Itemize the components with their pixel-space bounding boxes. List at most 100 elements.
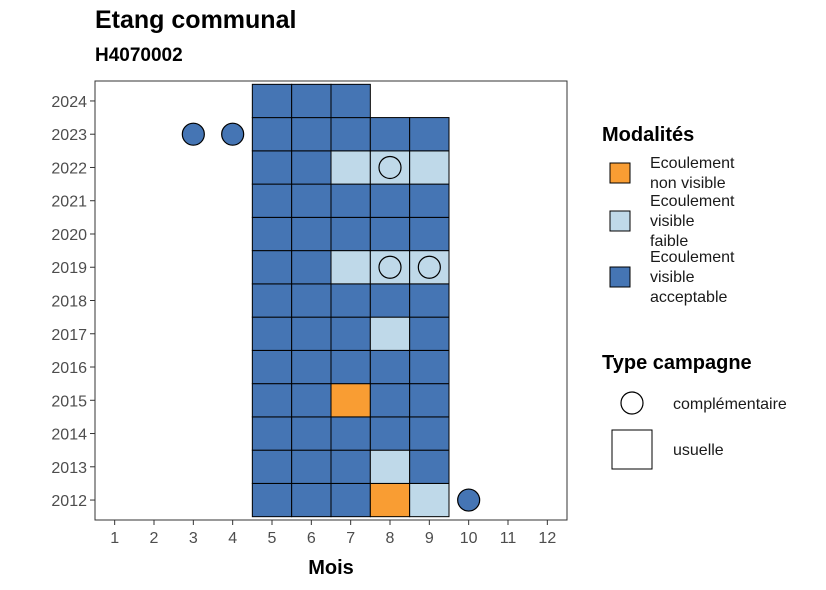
cell-2015-6	[291, 383, 332, 418]
cell-2020-5	[251, 216, 293, 252]
y-tick-label-2017: 2017	[51, 327, 87, 344]
plot-panel	[94, 80, 568, 521]
x-tick-label-8: 8	[386, 530, 395, 547]
cell-2019-6	[291, 250, 332, 285]
cell-2021-7	[330, 183, 371, 218]
x-tick-label-9: 9	[425, 530, 434, 547]
y-tick-label-2013: 2013	[51, 460, 87, 477]
cell-2023-6	[291, 117, 332, 152]
cell-2013-7	[330, 449, 371, 484]
cell-2014-9	[409, 416, 450, 451]
cell-2017-9	[409, 316, 450, 351]
point-2012-10	[457, 488, 481, 512]
cell-2015-9	[409, 383, 450, 418]
cell-2024-5	[251, 83, 293, 119]
cell-2014-5	[251, 416, 293, 451]
cell-2018-7	[330, 283, 371, 318]
y-tick-label-2018: 2018	[51, 294, 87, 311]
legend-key-ecoulement-non-visible	[609, 162, 631, 184]
cell-2013-9	[409, 449, 450, 484]
cell-2016-6	[291, 349, 332, 385]
cell-2016-9	[409, 349, 450, 385]
cell-2021-9	[409, 183, 450, 218]
cell-2013-6	[291, 449, 332, 484]
x-tick-label-2: 2	[150, 530, 159, 547]
cell-2020-6	[291, 216, 332, 252]
legend-title-type-campagne: Type campagne	[602, 352, 752, 374]
legend-label-ecoulement-visible-acceptable: Ecoulement visible acceptable	[650, 249, 735, 306]
cell-2020-8	[369, 216, 411, 252]
y-tick-label-2016: 2016	[51, 360, 87, 377]
cell-2016-7	[330, 349, 371, 385]
chart-subtitle: H4070002	[95, 45, 183, 66]
x-tick-label-11: 11	[500, 530, 517, 547]
legend-label-line: visible	[650, 269, 695, 286]
point-2022-8	[378, 155, 402, 180]
cell-2017-5	[251, 316, 293, 351]
legend-key-complementaire	[620, 391, 644, 415]
cell-2020-9	[409, 216, 450, 252]
cell-2016-5	[251, 349, 293, 385]
point-2023-4	[221, 122, 245, 146]
cell-2014-6	[291, 416, 332, 451]
cell-2023-7	[330, 117, 371, 152]
x-tick-label-1: 1	[110, 530, 119, 547]
x-tick-label-4: 4	[228, 530, 237, 547]
cell-2021-5	[251, 183, 293, 218]
legend-label-line: non visible	[650, 175, 726, 192]
cell-2022-9	[409, 150, 450, 185]
cell-2012-5	[251, 482, 293, 518]
cell-2019-7	[330, 250, 371, 285]
cell-2012-7	[330, 482, 371, 518]
legend-label-usuelle: usuelle	[673, 442, 724, 459]
x-tick-label-7: 7	[346, 530, 355, 547]
x-tick-label-6: 6	[307, 530, 316, 547]
y-tick-label-2024: 2024	[51, 94, 87, 111]
cell-2017-7	[330, 316, 371, 351]
cell-2017-6	[291, 316, 332, 351]
y-tick-label-2022: 2022	[51, 160, 87, 177]
cell-2021-8	[369, 183, 411, 218]
x-tick-label-5: 5	[268, 530, 277, 547]
cell-2016-8	[369, 349, 411, 385]
cell-2024-6	[291, 83, 332, 119]
legend-title-modalites: Modalités	[602, 124, 694, 146]
point-2019-8	[378, 255, 402, 279]
y-tick-label-2023: 2023	[51, 127, 87, 144]
legend-label-line: Ecoulement	[650, 249, 735, 266]
legend-key-usuelle	[611, 429, 653, 470]
legend-label-line: Ecoulement	[650, 193, 735, 210]
legend-key-ecoulement-visible-faible	[609, 210, 631, 232]
cell-2023-8	[369, 117, 411, 152]
cell-2018-8	[369, 283, 411, 318]
cell-2019-5	[251, 250, 293, 285]
y-tick-label-2012: 2012	[51, 493, 87, 510]
x-axis: 1 2 3 4 5 6 7 8 9 10 11 12	[110, 520, 556, 547]
point-2023-3	[181, 122, 205, 146]
cell-2022-6	[291, 150, 332, 185]
cell-2015-5	[251, 383, 293, 418]
cell-2014-7	[330, 416, 371, 451]
y-tick-label-2019: 2019	[51, 260, 87, 277]
legend-label-line: faible	[650, 233, 688, 250]
legend-label-ecoulement-visible-faible: Ecoulement visible faible	[650, 193, 735, 250]
legend-label-line: Ecoulement	[650, 155, 735, 172]
y-tick-label-2020: 2020	[51, 227, 87, 244]
cell-2017-8	[369, 316, 411, 351]
y-tick-label-2014: 2014	[51, 427, 87, 444]
cell-2015-7	[330, 383, 371, 418]
legend-label-line: visible	[650, 213, 695, 230]
cell-2021-6	[291, 183, 332, 218]
legend-key-ecoulement-visible-acceptable	[609, 266, 631, 288]
legend-label-ecoulement-non-visible: Ecoulement non visible	[650, 155, 735, 192]
legend-label-line: acceptable	[650, 289, 727, 306]
x-tick-label-10: 10	[460, 530, 478, 547]
cell-2023-5	[251, 117, 293, 152]
chart-title: Etang communal	[95, 6, 297, 34]
point-2019-9	[417, 255, 441, 279]
cell-2018-5	[251, 283, 293, 318]
cell-2012-6	[291, 482, 332, 518]
legend-label-complementaire: complémentaire	[673, 396, 787, 413]
